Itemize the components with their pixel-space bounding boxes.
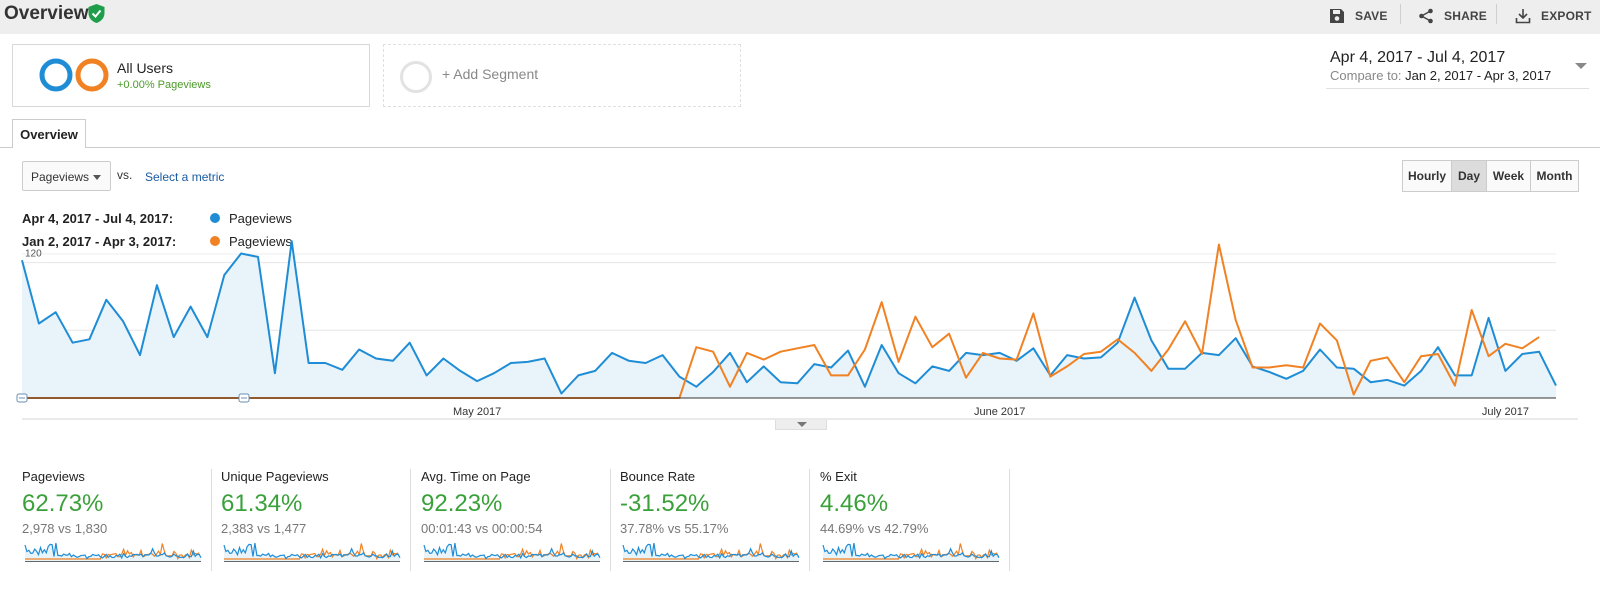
verified-shield-icon (88, 4, 105, 23)
scorecard-divider (1009, 469, 1010, 571)
scorecard-value: 92.23% (421, 490, 503, 517)
scorecard[interactable]: Avg. Time on Page 92.23% 00:01:43 vs 00:00… (421, 469, 621, 571)
caret-down-icon (797, 422, 807, 427)
annotation-marker-icon[interactable] (16, 393, 28, 403)
scorecard-comparison: 2,383 vs 1,477 (221, 521, 307, 536)
y-tick-label: 120 (25, 249, 42, 260)
share-button[interactable]: SHARE (1418, 5, 1487, 27)
scorecard-comparison: 2,978 vs 1,830 (22, 521, 108, 536)
granularity-month-button[interactable]: Month (1530, 160, 1579, 192)
select-metric-link[interactable]: Select a metric (145, 170, 225, 184)
save-label: SAVE (1355, 9, 1388, 23)
scorecard-sparkline (622, 543, 800, 562)
scorecard-comparison: 00:01:43 vs 00:00:54 (421, 521, 543, 536)
metric-dropdown[interactable]: Pageviews (22, 161, 111, 191)
divider (1496, 4, 1497, 24)
legend-current-dot (210, 213, 220, 223)
scorecard-value: -31.52% (620, 490, 710, 517)
scorecard-comparison: 44.69% vs 42.79% (820, 521, 929, 536)
scorecard-title: Pageviews (22, 469, 85, 484)
tab-overview[interactable]: Overview (12, 119, 86, 148)
x-tick-label: May 2017 (453, 406, 501, 418)
scorecard[interactable]: Unique Pageviews 61.34% 2,383 vs 1,477 (221, 469, 421, 571)
scorecard[interactable]: Bounce Rate -31.52% 37.78% vs 55.17% (620, 469, 820, 571)
divider (1400, 4, 1401, 24)
scorecard-value: 4.46% (820, 490, 889, 517)
compare-label: Compare to: (1330, 68, 1402, 83)
series-area (22, 241, 1556, 398)
scorecard-sparkline (24, 543, 202, 562)
share-icon (1419, 8, 1433, 24)
scorecard-value: 62.73% (22, 490, 104, 517)
add-segment-label: + Add Segment (442, 66, 539, 82)
add-segment-button[interactable]: + Add Segment (383, 44, 741, 107)
date-range-main: Apr 4, 2017 - Jul 4, 2017 (1330, 49, 1506, 66)
scorecard-divider (410, 469, 411, 571)
scorecard-comparison: 37.78% vs 55.17% (620, 521, 729, 536)
scorecard-sparkline (423, 543, 601, 562)
granularity-week-button[interactable]: Week (1486, 160, 1531, 192)
legend-previous-metric: Pageviews (229, 234, 292, 249)
scorecard-title: Bounce Rate (620, 469, 696, 484)
tab-divider (0, 147, 1600, 148)
segment-donut-icon (39, 58, 109, 92)
scorecard-value: 61.34% (221, 490, 303, 517)
legend-current-range: Apr 4, 2017 - Jul 4, 2017: (22, 211, 174, 226)
scorecard-divider (610, 469, 611, 571)
scorecard-sparkline (822, 543, 1000, 562)
metric-dropdown-value: Pageviews (31, 170, 90, 184)
legend-previous-dot (210, 236, 220, 246)
scorecard-title: Unique Pageviews (221, 469, 329, 484)
series-line-current (21, 240, 1557, 395)
x-tick-label: July 2017 (1482, 406, 1529, 418)
export-button[interactable]: EXPORT (1515, 5, 1592, 27)
scorecard-title: Avg. Time on Page (421, 469, 531, 484)
segment-card-all-users[interactable]: All Users +0.00% Pageviews (12, 44, 370, 107)
x-tick-label: June 2017 (974, 406, 1025, 418)
collapse-chart-toggle[interactable] (775, 420, 827, 430)
page-title: Overview (4, 3, 89, 24)
chevron-down-icon (1575, 63, 1587, 69)
export-label: EXPORT (1541, 9, 1592, 23)
share-label: SHARE (1444, 9, 1488, 23)
save-button[interactable]: SAVE (1329, 5, 1388, 27)
scorecard-title: % Exit (820, 469, 857, 484)
date-range-picker[interactable]: Apr 4, 2017 - Jul 4, 2017 Compare to: Ja… (1326, 47, 1589, 89)
scorecard-divider (809, 469, 810, 571)
date-range-compare: Compare to: Jan 2, 2017 - Apr 3, 2017 (1330, 68, 1551, 83)
scorecard-sparkline (223, 543, 401, 562)
annotation-marker-icon[interactable] (238, 393, 250, 403)
scorecard-divider (211, 469, 212, 571)
add-segment-circle-icon (400, 61, 432, 93)
export-icon (1515, 9, 1531, 24)
caret-down-icon (93, 175, 101, 180)
granularity-hourly-button[interactable]: Hourly (1402, 160, 1452, 192)
compare-range: Jan 2, 2017 - Apr 3, 2017 (1405, 68, 1552, 83)
scorecard[interactable]: Pageviews 62.73% 2,978 vs 1,830 (22, 469, 222, 571)
legend-current-metric: Pageviews (229, 211, 292, 226)
scorecard[interactable]: % Exit 4.46% 44.69% vs 42.79% (820, 469, 1020, 571)
legend-previous-range: Jan 2, 2017 - Apr 3, 2017: (22, 234, 177, 249)
save-icon (1330, 9, 1344, 23)
granularity-day-button[interactable]: Day (1451, 160, 1487, 192)
top-bar: Overview SAVE SHARE EXPORT (0, 0, 1600, 34)
segment-name: All Users (117, 60, 174, 76)
vs-label: vs. (117, 168, 133, 182)
segment-subtitle: +0.00% Pageviews (117, 79, 211, 91)
